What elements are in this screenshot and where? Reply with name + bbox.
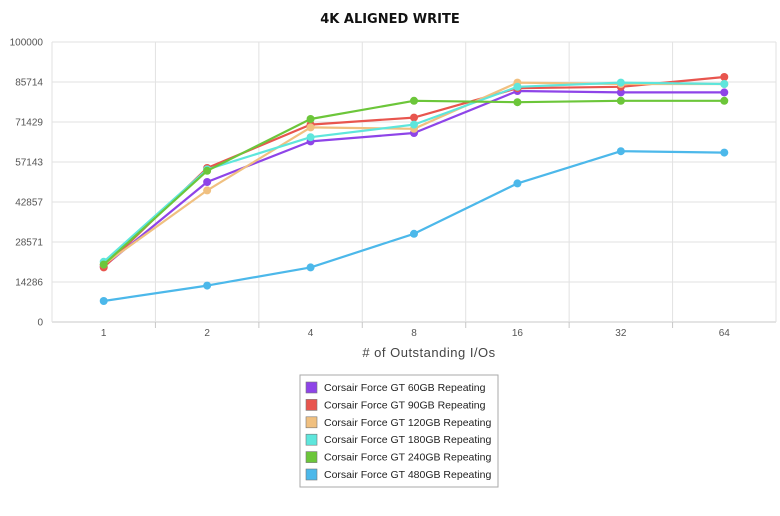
axes: 0 14286 28571 42857 57143 71429 85714 100000 1 2 4… (10, 38, 731, 340)
legend-box (299, 374, 499, 488)
data-point (513, 98, 522, 107)
legend-swatch (305, 451, 318, 463)
series-line (103, 150, 725, 303)
data-point (616, 147, 625, 156)
y-tick-label: 28571 (15, 238, 43, 249)
data-point (203, 281, 212, 290)
data-point (410, 120, 418, 129)
data-point (720, 96, 729, 105)
data-point (203, 178, 212, 186)
x-tick-label: 64 (719, 328, 731, 339)
data-point (616, 96, 625, 105)
y-tick-label: 42857 (15, 198, 43, 209)
legend-swatch (305, 468, 318, 481)
data-point (99, 297, 108, 305)
legend-swatch (305, 433, 318, 446)
data-point (306, 115, 315, 123)
data-point (720, 73, 729, 81)
data-point (203, 186, 212, 195)
data-point (410, 113, 418, 122)
data-point (616, 78, 625, 87)
y-tick-label: 57143 (15, 158, 43, 169)
legend-swatch (305, 416, 318, 429)
data-point (410, 229, 418, 238)
data-point (306, 263, 315, 272)
series-line (102, 75, 725, 269)
x-axis-label: # of Outstanding I/Os (362, 345, 495, 360)
y-tick-label: 0 (37, 318, 43, 329)
chart-title: 4K ALIGNED WRITE (320, 12, 460, 27)
series-4 (99, 96, 729, 269)
data-point (720, 148, 729, 157)
data-point (203, 166, 212, 175)
x-tick-label: 4 (308, 328, 314, 339)
data-point (720, 80, 729, 88)
y-tick-label: 100000 (10, 38, 44, 49)
legend-label: Corsair Force GT 60GB Repeating (324, 382, 486, 394)
x-tick-label: 2 (204, 328, 210, 339)
legend-label: Corsair Force GT 180GB Repeating (324, 434, 491, 446)
legend-label: Corsair Force GT 240GB Repeating (324, 452, 491, 464)
legend-swatch (305, 381, 318, 394)
x-tick-label: 16 (512, 328, 524, 339)
series-5 (99, 147, 729, 305)
y-tick-label: 85714 (15, 78, 43, 89)
data-point (99, 260, 108, 269)
legend-label: Corsair Force GT 120GB Repeating (324, 417, 491, 429)
y-tick-label: 14286 (15, 278, 43, 289)
data-point (410, 96, 418, 105)
data-point (513, 82, 522, 91)
series-layer (99, 73, 729, 305)
legend: Corsair Force GT 60GB Repeating Corsair F… (299, 374, 499, 488)
legend-label: Corsair Force GT 90GB Repeating (324, 399, 486, 411)
data-point (306, 133, 315, 142)
data-point (306, 123, 315, 132)
legend-label: Corsair Force GT 480GB Repeating (324, 469, 491, 481)
legend-swatch (305, 399, 318, 411)
x-tick-label: 8 (411, 328, 417, 339)
data-point (616, 88, 625, 97)
data-point (513, 179, 522, 188)
series-2 (99, 78, 729, 269)
x-tick-label: 32 (615, 328, 627, 339)
data-point (720, 88, 729, 97)
y-tick-label: 71429 (15, 118, 43, 129)
x-tick-label: 1 (101, 328, 107, 339)
